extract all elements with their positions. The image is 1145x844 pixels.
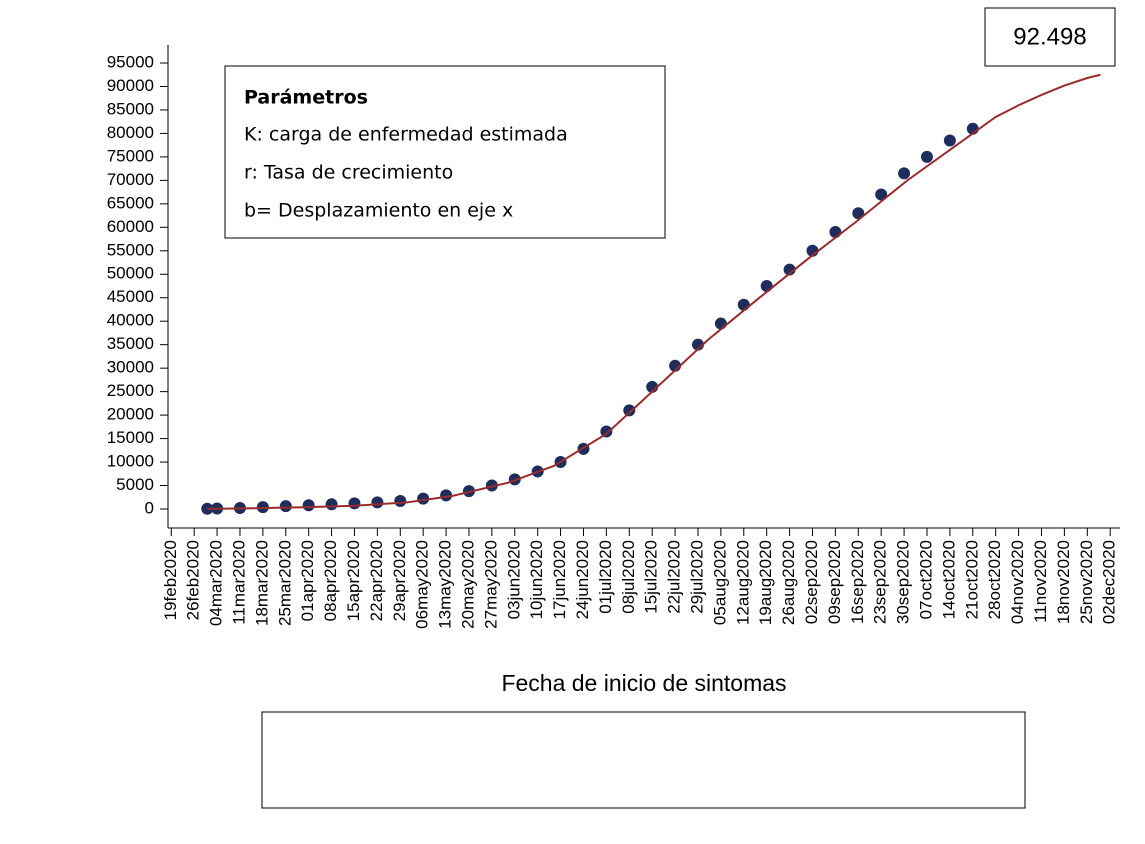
x-tick-label: 12aug2020 bbox=[733, 540, 752, 625]
data-point bbox=[898, 167, 911, 180]
x-tick-label: 11nov2020 bbox=[1031, 540, 1050, 623]
y-tick-label: 30000 bbox=[107, 358, 154, 377]
x-tick-label: 22apr2020 bbox=[367, 540, 386, 621]
y-tick-label: 0 bbox=[145, 498, 154, 517]
x-tick-label: 14oct2020 bbox=[939, 540, 958, 619]
data-point bbox=[760, 280, 773, 292]
y-tick-label: 80000 bbox=[107, 123, 154, 142]
x-tick-label: 15jul2020 bbox=[642, 540, 661, 614]
data-point bbox=[623, 404, 636, 417]
x-tick-label: 29jul2020 bbox=[687, 540, 706, 614]
y-tick-label: 70000 bbox=[107, 170, 154, 189]
data-point bbox=[943, 134, 956, 147]
x-tick-label: 23sep2020 bbox=[871, 540, 890, 624]
data-point bbox=[417, 492, 430, 505]
x-tick-label: 18nov2020 bbox=[1054, 540, 1073, 624]
x-tick-label: 25mar2020 bbox=[275, 540, 294, 626]
x-tick-label: 07oct2020 bbox=[916, 540, 935, 619]
y-tick-label: 90000 bbox=[107, 76, 154, 95]
legend bbox=[261, 711, 1026, 809]
x-tick-label: 04mar2020 bbox=[207, 540, 226, 626]
box-line: K: carga de enfermedad estimada bbox=[244, 124, 568, 146]
y-tick-label: 15000 bbox=[107, 428, 154, 447]
x-tick-label: 21oct2020 bbox=[962, 540, 981, 619]
data-point bbox=[829, 226, 842, 239]
x-tick-label: 17jun2020 bbox=[550, 540, 569, 619]
x-tick-label: 01apr2020 bbox=[298, 540, 317, 621]
x-tick-label: 19aug2020 bbox=[756, 540, 775, 625]
x-tick-label: 26aug2020 bbox=[779, 540, 798, 625]
data-point bbox=[691, 338, 704, 351]
y-tick-label: 65000 bbox=[107, 193, 154, 212]
y-tick-label: 35000 bbox=[107, 334, 154, 353]
y-tick-label: 5000 bbox=[116, 475, 154, 494]
x-tick-label: 29apr2020 bbox=[390, 540, 409, 621]
x-tick-label: 20may2020 bbox=[458, 540, 477, 629]
x-tick-label: 25nov2020 bbox=[1077, 540, 1096, 624]
data-point bbox=[348, 497, 361, 510]
x-tick-label: 02sep2020 bbox=[802, 540, 821, 624]
data-point bbox=[394, 495, 407, 508]
y-tick-label: 10000 bbox=[107, 452, 154, 471]
data-point bbox=[371, 496, 384, 509]
x-tick-label: 04nov2020 bbox=[1008, 540, 1027, 624]
x-tick-label: 03jun2020 bbox=[504, 540, 523, 619]
data-point bbox=[875, 188, 888, 201]
x-tick-label: 27may2020 bbox=[481, 540, 500, 629]
x-tick-label: 06may2020 bbox=[413, 540, 432, 629]
x-tick-label: 28oct2020 bbox=[985, 540, 1004, 619]
data-point bbox=[920, 150, 933, 163]
data-point bbox=[714, 317, 727, 330]
y-tick-label: 50000 bbox=[107, 264, 154, 283]
x-tick-label: 15apr2020 bbox=[344, 540, 363, 621]
x-tick-label: 16sep2020 bbox=[848, 540, 867, 624]
annotation-box bbox=[984, 7, 1116, 67]
x-tick-label: 18mar2020 bbox=[252, 540, 271, 626]
parameters-box: Parámetros K: carga de enfermedad estima… bbox=[224, 65, 666, 239]
y-tick-label: 40000 bbox=[107, 311, 154, 330]
x-tick-label: 08apr2020 bbox=[321, 540, 340, 621]
box-line: b= Desplazamiento en eje x bbox=[244, 200, 513, 222]
y-tick-label: 55000 bbox=[107, 240, 154, 259]
data-point bbox=[440, 489, 453, 502]
data-point bbox=[279, 500, 292, 513]
data-point bbox=[325, 498, 338, 511]
prediction-line bbox=[207, 73, 1101, 510]
x-tick-label: 19feb2020 bbox=[161, 540, 180, 620]
x-tick-label: 09sep2020 bbox=[825, 540, 844, 624]
y-tick-label: 95000 bbox=[107, 52, 154, 71]
x-axis-title: Fecha de inicio de sintomas bbox=[501, 670, 786, 696]
y-tick-label: 20000 bbox=[107, 405, 154, 424]
x-tick-label: 05aug2020 bbox=[710, 540, 729, 625]
annotation: 92.498 bbox=[1013, 23, 1086, 50]
x-tick-label: 24jun2020 bbox=[573, 540, 592, 619]
box-title: Parámetros bbox=[244, 87, 368, 109]
y-tick-label: 75000 bbox=[107, 146, 154, 165]
y-tick-label: 45000 bbox=[107, 287, 154, 306]
x-tick-label: 22jul2020 bbox=[665, 540, 684, 614]
x-tick-label: 26feb2020 bbox=[184, 540, 203, 620]
data-point bbox=[485, 479, 498, 492]
x-tick-label: 08jul2020 bbox=[619, 540, 638, 614]
box-frame bbox=[224, 65, 666, 239]
data-point bbox=[852, 207, 865, 220]
x-tick-label: 01jul2020 bbox=[596, 540, 615, 614]
x-tick-label: 13may2020 bbox=[436, 540, 455, 629]
x-tick-label: 11mar2020 bbox=[229, 540, 248, 625]
y-tick-label: 25000 bbox=[107, 381, 154, 400]
x-tick-label: 30sep2020 bbox=[894, 540, 913, 624]
x-tick-label: 02dec2020 bbox=[1100, 540, 1119, 624]
x-tick-label: 10jun2020 bbox=[527, 540, 546, 619]
box-line: r: Tasa de crecimiento bbox=[244, 162, 453, 184]
data-point bbox=[302, 499, 315, 512]
y-tick-label: 85000 bbox=[107, 99, 154, 118]
data-point bbox=[737, 298, 750, 311]
data-point bbox=[600, 425, 613, 438]
data-point bbox=[783, 263, 796, 276]
y-tick-label: 60000 bbox=[107, 217, 154, 236]
